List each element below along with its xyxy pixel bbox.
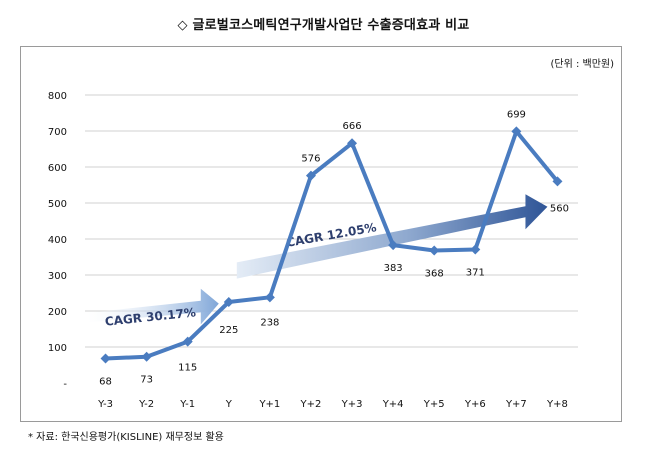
- data-label: 560: [550, 203, 569, 214]
- y-tick-label: 200: [48, 307, 67, 318]
- data-point: [347, 138, 358, 149]
- x-tick-label: Y-1: [179, 399, 195, 410]
- x-tick-label: Y+7: [505, 399, 527, 410]
- y-tick-label: 600: [48, 163, 67, 174]
- data-point: [388, 240, 399, 251]
- y-tick-label: -: [63, 379, 67, 390]
- x-tick-label: Y+6: [464, 399, 486, 410]
- data-label: 371: [466, 267, 485, 278]
- data-labels: 68 73 115 225 238 576 666 383 368 371 699 560: [99, 109, 569, 387]
- y-tick-label: 300: [48, 271, 67, 282]
- y-tick-label: 700: [48, 127, 67, 138]
- y-tick-label: 400: [48, 235, 67, 246]
- data-label: 383: [384, 263, 403, 274]
- data-label: 238: [260, 317, 279, 328]
- cagr-arrows: CAGR 30.17%CAGR 12.05%: [87, 194, 548, 329]
- data-point: [100, 353, 111, 364]
- series-line: [105, 129, 560, 361]
- x-tick-label: Y: [225, 399, 233, 410]
- data-point: [552, 176, 563, 187]
- x-tick-label: Y+2: [300, 399, 322, 410]
- x-tick-label: Y+8: [546, 399, 568, 410]
- data-point: [141, 351, 152, 362]
- x-tick-label: Y+4: [382, 399, 404, 410]
- axis-ticks: - 100 200 300 400 500 600 700 800 Y-3 Y-2 Y-1 Y Y+1 Y+…: [48, 91, 568, 410]
- x-tick-label: Y-3: [97, 399, 113, 410]
- y-tick-label: 100: [48, 343, 67, 354]
- data-point: [223, 297, 234, 307]
- data-label: 115: [178, 363, 197, 374]
- data-label: 666: [342, 121, 361, 132]
- x-tick-label: Y-2: [138, 399, 154, 410]
- data-label: 68: [99, 377, 112, 388]
- data-point: [470, 244, 481, 255]
- cagr-arrow-1: [87, 288, 219, 325]
- x-tick-label: Y+5: [423, 399, 445, 410]
- chart-title: ◇ 글로벌코스메틱연구개발사업단 수출증대효과 비교: [177, 18, 470, 33]
- data-label: 699: [507, 109, 526, 120]
- y-tick-label: 500: [48, 199, 67, 210]
- data-point: [182, 336, 193, 347]
- data-points: [100, 126, 563, 364]
- data-label: 368: [425, 269, 444, 280]
- cagr-arrow-2: [236, 194, 548, 279]
- data-label: 73: [140, 375, 153, 386]
- data-point: [429, 245, 440, 256]
- unit-label: (단위 : 백만원): [550, 59, 614, 70]
- data-label: 225: [219, 325, 238, 336]
- source-note: * 자료: 한국신용평가(KISLINE) 재무정보 활용: [28, 432, 224, 443]
- x-tick-label: Y+1: [258, 399, 280, 410]
- y-tick-label: 800: [48, 91, 67, 102]
- data-point: [305, 170, 316, 181]
- series-polyline: [105, 129, 560, 361]
- gridlines: [85, 94, 578, 348]
- data-label: 576: [301, 154, 320, 165]
- x-tick-label: Y+3: [341, 399, 363, 410]
- data-point: [511, 126, 522, 137]
- data-point: [264, 292, 275, 303]
